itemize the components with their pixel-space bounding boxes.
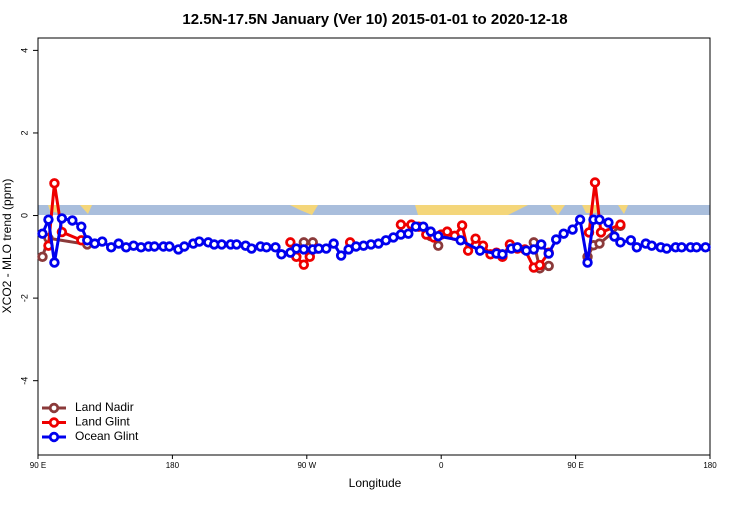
point xyxy=(276,249,287,260)
point xyxy=(574,214,586,225)
point xyxy=(594,238,605,249)
point xyxy=(113,238,124,249)
point xyxy=(298,244,310,255)
point xyxy=(567,224,578,235)
point xyxy=(56,213,68,224)
legend-label: Ocean Glint xyxy=(75,429,139,443)
point xyxy=(105,242,117,253)
point xyxy=(285,237,296,248)
point xyxy=(246,243,257,254)
point xyxy=(615,219,626,230)
point xyxy=(194,236,205,247)
point xyxy=(536,239,547,250)
point xyxy=(456,220,468,231)
point xyxy=(455,235,466,246)
y-tick-label: -4 xyxy=(19,377,29,385)
point xyxy=(497,249,508,260)
chart-title: 12.5N-17.5N January (Ver 10) 2015-01-01 … xyxy=(182,11,567,28)
point xyxy=(543,248,554,259)
point xyxy=(609,231,620,242)
x-tick-label: 0 xyxy=(439,461,444,470)
point xyxy=(512,242,523,253)
x-axis-label: Longitude xyxy=(349,476,402,490)
legend-marker xyxy=(48,402,60,414)
legend-label: Land Nadir xyxy=(75,400,134,414)
y-tick-label: 4 xyxy=(19,48,29,53)
point xyxy=(298,259,310,270)
point xyxy=(543,260,554,272)
point xyxy=(328,238,339,249)
point xyxy=(603,217,614,228)
x-tick-label: 180 xyxy=(166,461,180,470)
point xyxy=(321,243,332,254)
point xyxy=(149,241,160,252)
point xyxy=(270,242,281,253)
legend-label: Land Glint xyxy=(75,415,130,429)
point xyxy=(441,226,453,237)
point xyxy=(335,250,347,261)
y-tick-label: -2 xyxy=(19,294,29,302)
point xyxy=(558,228,569,239)
y-axis-label: XCO2 - MLO trend (ppm) xyxy=(0,179,14,314)
point xyxy=(615,237,626,248)
point xyxy=(67,215,78,226)
point xyxy=(433,230,444,242)
legend-marker xyxy=(48,431,60,443)
point xyxy=(164,241,175,252)
point xyxy=(534,259,545,271)
point xyxy=(595,227,607,238)
point xyxy=(97,236,108,247)
point xyxy=(700,242,711,253)
point xyxy=(676,242,687,253)
point xyxy=(474,245,486,256)
point xyxy=(43,214,54,225)
y-tick-label: 0 xyxy=(19,213,29,218)
legend-marker xyxy=(48,417,60,428)
point xyxy=(661,243,672,254)
point xyxy=(470,233,481,244)
x-tick-label: 90 W xyxy=(297,461,316,470)
point xyxy=(76,221,87,232)
point xyxy=(37,251,48,263)
point xyxy=(433,240,444,251)
point xyxy=(261,242,272,253)
x-tick-label: 180 xyxy=(703,461,717,470)
point xyxy=(646,240,657,251)
map-strip xyxy=(38,205,710,215)
point xyxy=(37,228,48,239)
point xyxy=(589,177,601,188)
point xyxy=(625,235,637,246)
point xyxy=(395,219,407,230)
point xyxy=(231,239,242,250)
point xyxy=(49,178,60,189)
point xyxy=(418,221,429,232)
point xyxy=(550,234,562,245)
point xyxy=(179,241,190,252)
point xyxy=(594,214,605,225)
series-line xyxy=(46,183,82,246)
point xyxy=(403,228,414,239)
point xyxy=(528,244,539,255)
y-tick-label: 2 xyxy=(19,130,29,135)
point xyxy=(691,242,702,253)
point xyxy=(582,257,593,268)
x-tick-label: 90 E xyxy=(30,461,46,470)
point xyxy=(631,242,643,253)
point xyxy=(49,257,60,268)
point xyxy=(462,245,474,256)
x-tick-label: 90 E xyxy=(567,461,583,470)
point xyxy=(425,226,436,237)
point xyxy=(216,239,227,250)
